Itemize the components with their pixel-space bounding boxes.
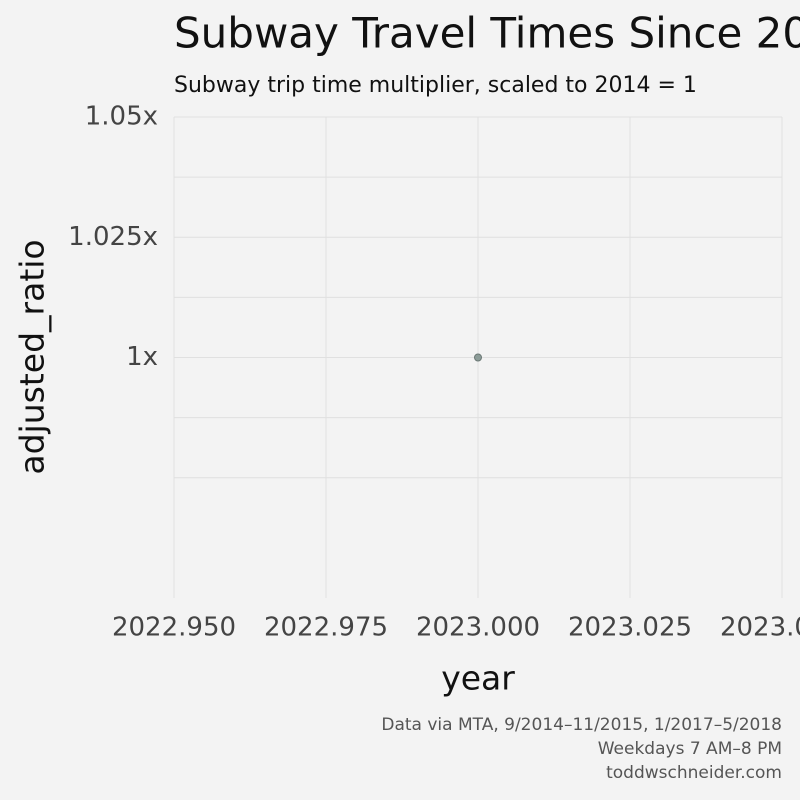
x-axis-title: year (441, 659, 515, 698)
chart-subtitle: Subway trip time multiplier, scaled to 2… (174, 73, 697, 98)
x-tick-label: 2023.025 (568, 613, 692, 643)
caption-line: toddwschneider.com (606, 763, 782, 783)
caption-line: Data via MTA, 9/2014–11/2015, 1/2017–5/2… (381, 715, 782, 735)
chart-title: Subway Travel Times Since 2014 (174, 9, 800, 58)
y-axis-title: adjusted_ratio (13, 239, 52, 474)
caption-line: Weekdays 7 AM–8 PM (598, 739, 782, 759)
caption: Data via MTA, 9/2014–11/2015, 1/2017–5/2… (381, 715, 782, 783)
y-tick-label: 1.025x (68, 222, 158, 252)
x-tick-label: 2022.950 (112, 613, 236, 643)
x-tick-label: 2023.000 (416, 613, 540, 643)
x-tick-label: 2022.975 (264, 613, 388, 643)
x-tick-label: 2023.050 (720, 613, 800, 643)
y-tick-label: 1.05x (85, 102, 158, 132)
y-tick-label: 1x (126, 342, 158, 372)
data-point (474, 353, 482, 362)
